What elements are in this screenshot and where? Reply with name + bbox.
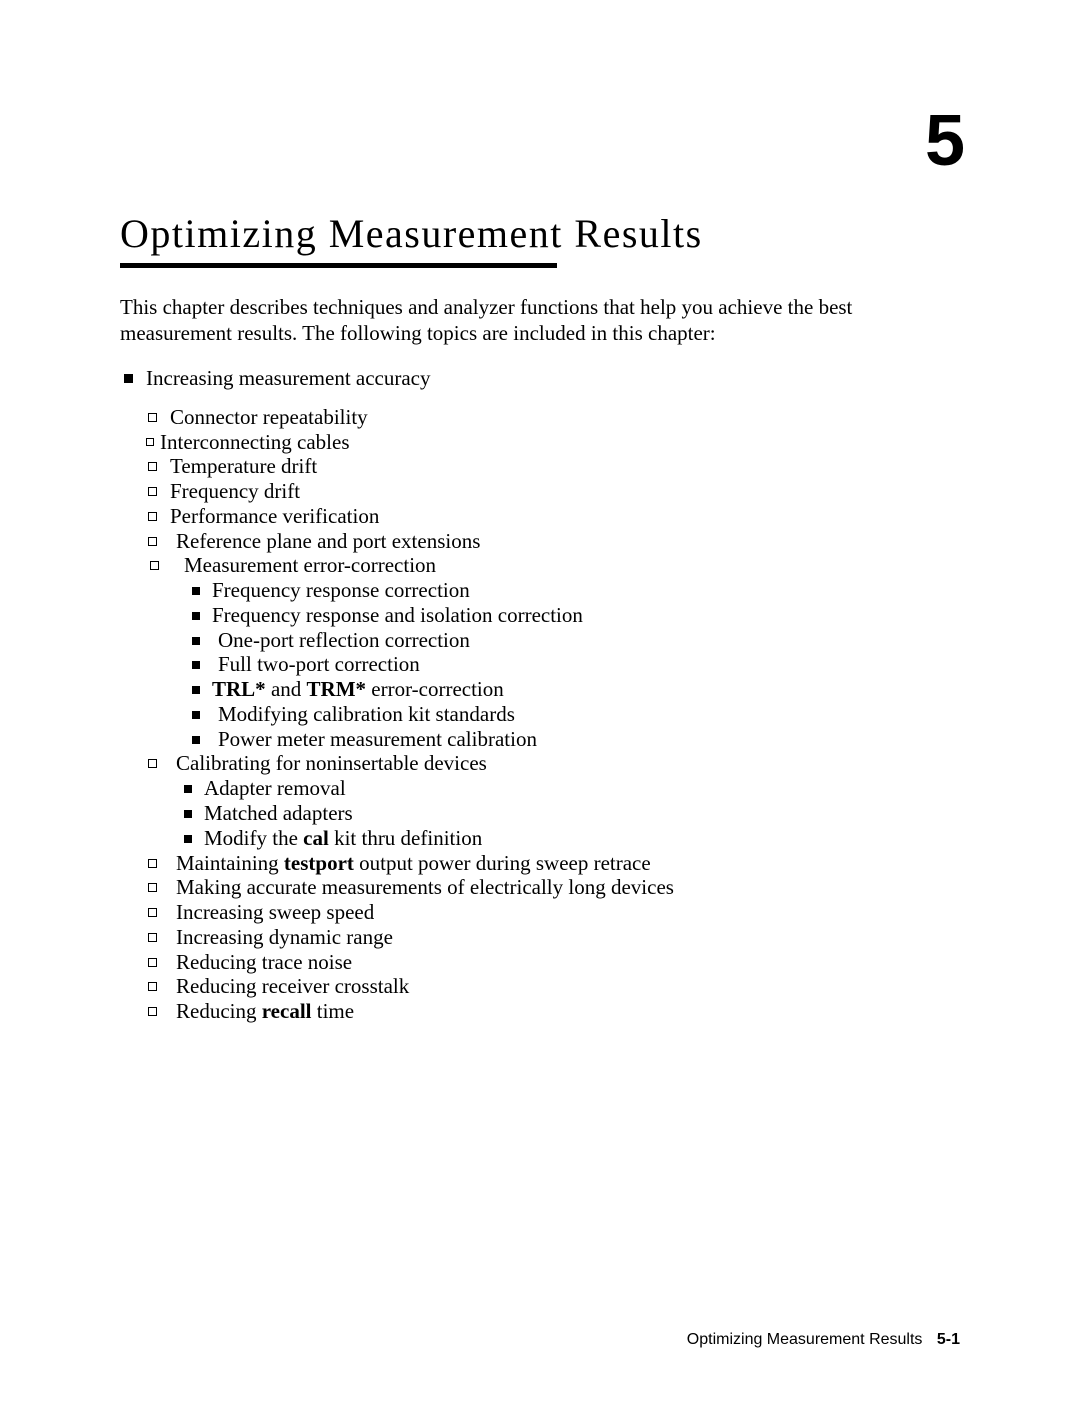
level3-list: Frequency response correction Frequency … bbox=[184, 578, 960, 751]
list-item-label: Reference plane and port extensions bbox=[176, 529, 480, 553]
list-item-label: Reducing trace noise bbox=[176, 950, 352, 974]
list-item: TRL* and TRM* error-correction bbox=[190, 677, 960, 702]
page-footer: Optimizing Measurement Results 5-1 bbox=[687, 1331, 960, 1349]
list-item-label: Matched adapters bbox=[204, 801, 353, 825]
list-item: Reducing receiver crosstalk bbox=[146, 974, 960, 999]
footer-text: Optimizing Measurement Results bbox=[687, 1331, 923, 1348]
text: kit thru definition bbox=[329, 826, 482, 850]
list-item-label: Measurement error-correction bbox=[184, 553, 436, 577]
text: and bbox=[266, 677, 307, 701]
text: Maintaining bbox=[176, 851, 284, 875]
list-item: Adapter removal bbox=[182, 776, 960, 801]
list-item-label: Performance verification bbox=[170, 504, 379, 528]
bold-text: TRL* bbox=[212, 677, 266, 701]
list-item-label: Calibrating for noninsertable devices bbox=[176, 751, 487, 775]
list-item: Temperature drift bbox=[146, 454, 960, 479]
list-item-label: One-port reflection correction bbox=[218, 628, 470, 652]
list-item: Modify the cal kit thru definition bbox=[182, 826, 960, 851]
list-item-label: Interconnecting cables bbox=[160, 430, 350, 454]
list-item-label: Modifying calibration kit standards bbox=[218, 702, 515, 726]
list-item: Power meter measurement calibration bbox=[190, 727, 960, 752]
list-item: Frequency response and isolation correct… bbox=[190, 603, 960, 628]
list-item-label: Frequency response and isolation correct… bbox=[212, 603, 583, 627]
page-number: 5-1 bbox=[937, 1331, 960, 1348]
text: error-correction bbox=[366, 677, 504, 701]
list-item-label: Increasing measurement accuracy bbox=[146, 366, 431, 390]
document-page: 5 Optimizing Measurement Results This ch… bbox=[0, 0, 1080, 1409]
list-item: One-port reflection correction bbox=[190, 628, 960, 653]
list-item-label: Increasing dynamic range bbox=[176, 925, 393, 949]
list-item-label: Frequency response correction bbox=[212, 578, 470, 602]
list-item: Connector repeatability bbox=[146, 405, 960, 430]
bold-text: testport bbox=[284, 851, 354, 875]
level2-list: Connector repeatability Interconnecting … bbox=[146, 405, 960, 1024]
chapter-title: Optimizing Measurement Results bbox=[120, 210, 960, 257]
bold-text: cal bbox=[303, 826, 329, 850]
list-item: Full two-port correction bbox=[190, 652, 960, 677]
text: Reducing bbox=[176, 999, 262, 1023]
text: time bbox=[312, 999, 355, 1023]
intro-paragraph: This chapter describes techniques and an… bbox=[120, 294, 960, 347]
list-item-label: Power meter measurement calibration bbox=[218, 727, 537, 751]
list-item-label: Increasing sweep speed bbox=[176, 900, 374, 924]
list-item: Increasing measurement accuracy Connecto… bbox=[120, 365, 960, 1024]
text: Modify the bbox=[204, 826, 303, 850]
list-item: Frequency drift bbox=[146, 479, 960, 504]
list-item-label: Frequency drift bbox=[170, 479, 300, 503]
list-item: Matched adapters bbox=[182, 801, 960, 826]
bold-text: TRM* bbox=[307, 677, 367, 701]
list-item-label: Temperature drift bbox=[170, 454, 317, 478]
bold-text: recall bbox=[262, 999, 312, 1023]
list-item: Modifying calibration kit standards bbox=[190, 702, 960, 727]
list-item: Maintaining testport output power during… bbox=[146, 851, 960, 876]
text: output power during sweep retrace bbox=[354, 851, 651, 875]
list-item: Increasing dynamic range bbox=[146, 925, 960, 950]
list-item: Reducing recall time bbox=[146, 999, 960, 1024]
list-item: Interconnecting cables bbox=[146, 430, 960, 455]
level1-list: Increasing measurement accuracy Connecto… bbox=[120, 365, 960, 1024]
chapter-number: 5 bbox=[925, 105, 965, 177]
level3-list: Adapter removal Matched adapters Modify … bbox=[176, 776, 960, 850]
list-item: Frequency response correction bbox=[190, 578, 960, 603]
list-item-label: Reducing receiver crosstalk bbox=[176, 974, 409, 998]
list-item-label: Full two-port correction bbox=[218, 652, 420, 676]
list-item: Performance verification bbox=[146, 504, 960, 529]
list-item: Measurement error-correction Frequency r… bbox=[146, 553, 960, 751]
list-item: Increasing sweep speed bbox=[146, 900, 960, 925]
title-rule bbox=[120, 263, 557, 268]
list-item-label: Connector repeatability bbox=[170, 405, 368, 429]
list-item: Reducing trace noise bbox=[146, 950, 960, 975]
list-item: Calibrating for noninsertable devices Ad… bbox=[146, 751, 960, 850]
list-item-label: Making accurate measurements of electric… bbox=[176, 875, 674, 899]
list-item: Making accurate measurements of electric… bbox=[146, 875, 960, 900]
list-item-label: Adapter removal bbox=[204, 776, 346, 800]
list-item: Reference plane and port extensions bbox=[146, 529, 960, 554]
